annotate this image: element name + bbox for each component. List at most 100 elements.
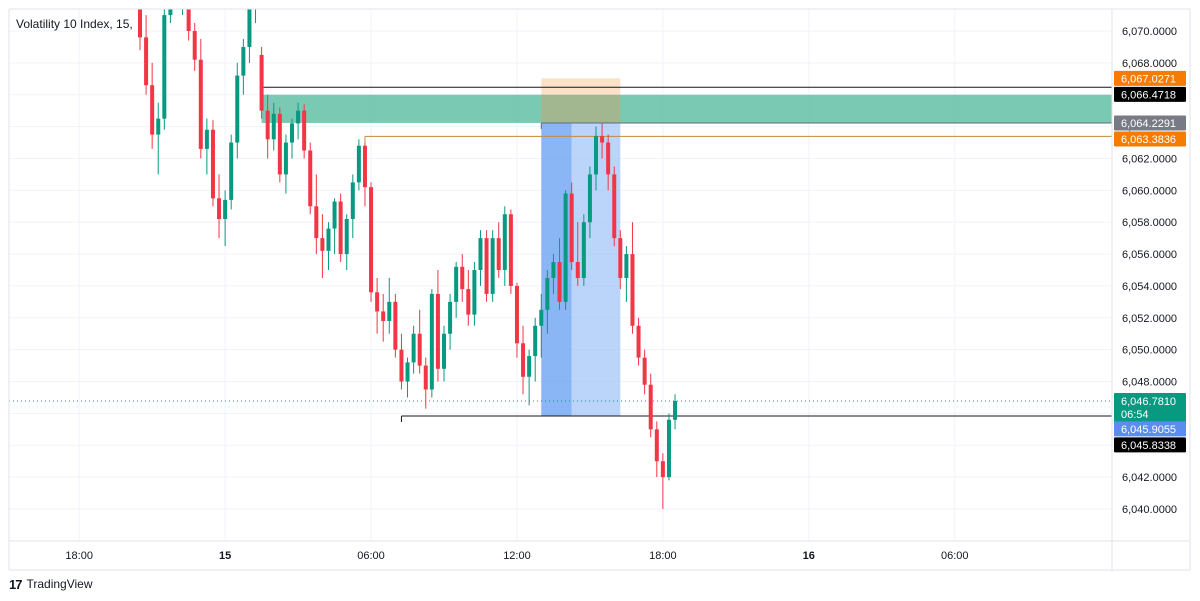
candle-down: [642, 349, 647, 395]
projection-box-top-overlap: [541, 94, 621, 123]
candle-up: [594, 126, 598, 191]
candle-body: [156, 118, 161, 135]
tag-black-high-label: 6,066.4718: [1121, 89, 1176, 101]
candle-body: [594, 136, 598, 175]
tag-blue-bg: [1114, 421, 1186, 437]
candle-up: [527, 349, 532, 406]
candle-body: [271, 113, 276, 140]
candle-body: [442, 333, 446, 369]
price-tick-label: 6,050.0000: [1122, 345, 1177, 357]
candlestick-chart[interactable]: 6,070.00006,068.00006,066.00006,064.0000…: [0, 0, 1200, 572]
candle-body: [186, 9, 191, 31]
candle-up: [429, 289, 434, 398]
candle-body: [356, 145, 361, 183]
candle-body: [484, 238, 489, 294]
drawing-zones: [261, 78, 1112, 417]
candle-body: [435, 293, 440, 369]
candle-down: [636, 317, 641, 366]
tag-gray-bg: [1114, 115, 1186, 131]
candle-body: [150, 85, 155, 135]
candle-body: [490, 238, 495, 294]
candle-body: [423, 365, 428, 390]
candle-up: [454, 262, 459, 318]
candle-body: [557, 262, 562, 302]
candle-body: [630, 254, 635, 326]
candle-body: [210, 129, 215, 199]
candle-up: [356, 139, 361, 191]
candle-down: [217, 174, 222, 239]
price-tick-label: 6,042.0000: [1122, 472, 1177, 484]
candle-down: [174, 0, 178, 7]
candle-body: [369, 187, 374, 293]
candle-body: [204, 129, 209, 149]
candle-body: [660, 461, 665, 478]
candle-down: [569, 182, 574, 270]
candle-down: [575, 222, 580, 286]
time-tick-label: 16: [803, 550, 815, 562]
candle-down: [618, 230, 623, 290]
candle-down: [375, 277, 380, 334]
candle-up: [563, 190, 568, 310]
candle-body: [229, 142, 234, 200]
candle-body: [521, 343, 526, 377]
candle-up: [332, 198, 337, 255]
candle-up: [182, 9, 184, 16]
candle-up: [581, 214, 586, 286]
candle-down: [514, 282, 519, 358]
candle-up: [624, 246, 629, 302]
tag-orange-mid: 6,063.3836: [1114, 131, 1186, 147]
candle-body: [254, 0, 258, 7]
tradingview-branding[interactable]: 17 TradingView: [9, 576, 93, 592]
price-tick-label: 6,060.0000: [1122, 185, 1177, 197]
price-tick-label: 6,070.0000: [1122, 26, 1177, 38]
candle-body: [539, 309, 544, 326]
candle-up: [539, 293, 544, 358]
candle-body: [320, 238, 325, 251]
candle-up: [478, 230, 483, 286]
time-axis[interactable]: 18:00 15 06:00 12:00 18:00 16 06:00: [65, 550, 968, 562]
chart-frame: [8, 8, 1191, 572]
tag-gray-label: 6,064.2291: [1121, 118, 1176, 130]
candle-body: [514, 285, 519, 344]
candle-body: [277, 113, 282, 175]
candle-body: [417, 333, 422, 366]
candle-up: [545, 270, 550, 334]
candle-down: [484, 230, 489, 302]
candle-body: [387, 301, 392, 321]
candle-up: [168, 9, 173, 24]
candle-body: [144, 37, 149, 86]
price-tick-label: 6,068.0000: [1122, 58, 1177, 70]
tag-blue: 6,045.9055: [1114, 421, 1186, 437]
candle-body: [533, 325, 538, 357]
candle-down: [508, 209, 513, 294]
candle-body: [429, 293, 434, 390]
candle-body: [612, 174, 617, 239]
tag-gray: 6,064.2291: [1114, 115, 1186, 131]
candle-body: [217, 198, 222, 220]
candle-body: [302, 110, 307, 151]
candle-body: [600, 136, 605, 143]
candle-up: [405, 357, 410, 398]
candle-down: [338, 193, 343, 263]
time-tick-label: 06:00: [941, 550, 969, 562]
candle-down: [369, 182, 374, 302]
candle-body: [569, 193, 574, 263]
candle-body: [460, 266, 465, 290]
tag-black-high: 6,066.4718: [1114, 86, 1186, 102]
supply-zone: [261, 94, 1112, 123]
candle-body: [466, 289, 471, 315]
candle-body: [648, 384, 653, 430]
candle-body: [162, 15, 167, 119]
candle-down: [381, 293, 386, 342]
candle-body: [545, 277, 550, 310]
candle-body: [332, 201, 337, 229]
candle-up: [162, 9, 167, 130]
candle-up: [502, 206, 507, 286]
price-tick-label: 6,054.0000: [1122, 281, 1177, 293]
tag-blue-label: 6,045.9055: [1121, 424, 1176, 436]
candle-body: [393, 301, 398, 350]
candle-up: [411, 325, 416, 374]
candle-up: [296, 102, 301, 140]
candle-body: [624, 254, 629, 278]
